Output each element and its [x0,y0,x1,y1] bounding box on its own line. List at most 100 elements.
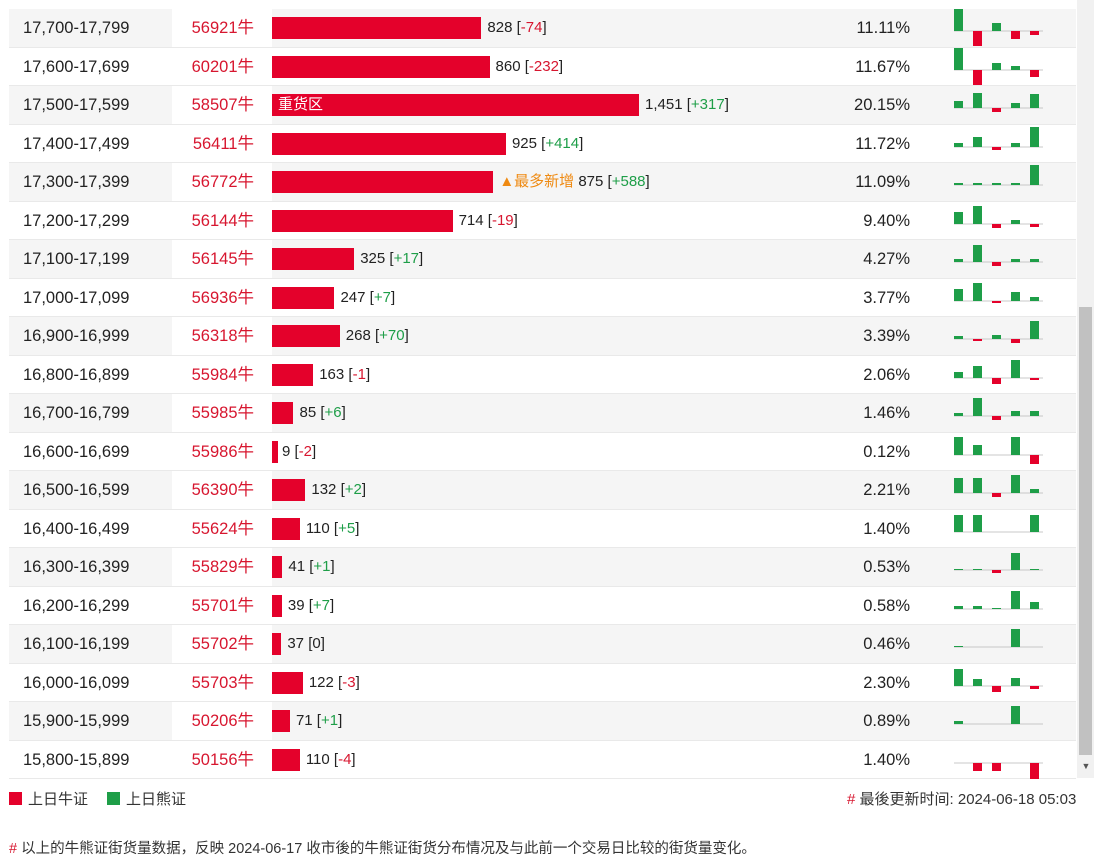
warrant-code[interactable]: 56145牛 [172,240,272,278]
volume-percent: 2.30% [863,673,910,692]
sparkline-bar [1030,685,1039,689]
warrant-code[interactable]: 55985牛 [172,394,272,432]
warrant-code[interactable]: 55829牛 [172,548,272,586]
warrant-code[interactable]: 56318牛 [172,317,272,355]
warrant-code[interactable]: 56936牛 [172,278,272,316]
legend-bear: 上日熊证 [107,790,186,810]
table-row[interactable]: 16,600-16,699 55986牛 9 [-2] 0.12% [9,432,1076,471]
sparkline-bar [973,678,982,686]
warrant-code[interactable]: 50156牛 [172,740,272,778]
sparkline-bar [973,31,982,46]
last-update: # 最後更新时间: 2024-06-18 05:03 [847,790,1076,810]
sparkline-bar [1011,291,1020,301]
warrant-code[interactable]: 56390牛 [172,471,272,509]
volume-text: 714 [-19] [458,211,518,229]
volume-bar [272,402,294,424]
sparkline-bar [1030,126,1039,147]
warrant-code[interactable]: 56772牛 [172,163,272,201]
volume-delta: -4 [338,750,352,768]
legend-bear-label: 上日熊证 [126,791,187,808]
volume-bar [272,132,506,155]
trend-sparkline [954,205,1043,228]
volume-value: 163 [319,365,345,383]
trend-sparkline [954,553,1043,573]
table-row[interactable]: 17,700-17,799 56921牛 828 [-74] 11.11% [9,9,1076,48]
volume-cell: ▲最多新增 875 [+588] [272,163,832,201]
table-row[interactable]: 17,000-17,099 56936牛 247 [+7] 3.77% [9,278,1076,317]
trend-sparkline [954,321,1043,343]
strike-range: 17,500-17,599 [23,96,130,114]
volume-percent: 0.46% [863,635,910,653]
sparkline-bar [1011,65,1020,70]
bull-bear-table: 17,700-17,799 56921牛 828 [-74] 11.11% 17,600… [9,9,1076,779]
scroll-down-arrow-icon[interactable]: ▼ [1081,761,1091,771]
table-row[interactable]: 16,000-16,099 55703牛 122 [-3] 2.30% [9,663,1076,702]
sparkline-bar [973,478,982,493]
table-row[interactable]: 16,300-16,399 55829牛 41 [+1] 0.53% [9,548,1076,587]
table-row[interactable]: 16,500-16,599 56390牛 132 [+2] 2.21% [9,471,1076,510]
sparkline-bar [973,339,982,341]
volume-delta: 0 [312,635,321,652]
sparkline-bar [992,570,1001,573]
sparkline-bar [954,288,963,301]
warrant-code[interactable]: 55984牛 [172,355,272,393]
warrant-code[interactable]: 55624牛 [172,509,272,547]
warrant-code[interactable]: 60201牛 [172,47,272,85]
table-row[interactable]: 16,700-16,799 55985牛 85 [+6] 1.46% [9,394,1076,433]
most-added-tag: ▲最多新增 [499,173,575,190]
table-row[interactable]: 15,800-15,899 50156牛 110 [-4] 1.40% [9,740,1076,779]
table-row[interactable]: 17,100-17,199 56145牛 325 [+17] 4.27% [9,240,1076,279]
sparkline-bar [1011,259,1020,262]
volume-text: 163 [-1] [319,365,371,383]
sparkline-bar [973,444,982,455]
warrant-code[interactable]: 55702牛 [172,625,272,663]
volume-percent: 11.67% [855,57,910,76]
sparkline-bar [1030,762,1039,779]
volume-text: 110 [+5] [305,519,360,537]
table-row[interactable]: 17,500-17,599 58507牛 重货区 1,451 [+317] 20.15% [9,86,1076,125]
sparkline-bar [1030,601,1039,609]
volume-percent: 3.77% [863,288,910,307]
last-update-label: 最後更新时间: 2024-06-18 05:03 [859,791,1077,808]
warrant-code[interactable]: 56921牛 [172,9,272,47]
volume-bar: 重货区 [272,94,639,116]
table-row[interactable]: 16,400-16,499 55624牛 110 [+5] 1.40% [9,509,1076,548]
sparkline-bar [973,282,982,301]
sparkline-bar [954,668,963,686]
warrant-code[interactable]: 56411牛 [172,124,272,162]
volume-percent: 3.39% [863,327,910,345]
sparkline-bar [1030,489,1039,493]
sparkline-bar [954,47,963,70]
table-row[interactable]: 17,400-17,499 56411牛 925 [+414] 11.72% [9,124,1076,163]
strike-range: 17,000-17,099 [23,288,130,307]
volume-bar [272,710,290,732]
volume-bar [272,748,300,771]
table-row[interactable]: 15,900-15,999 50206牛 71 [+1] 0.89% [9,702,1076,741]
warrant-code[interactable]: 55701牛 [172,586,272,624]
hash-icon: # [847,791,856,808]
table-row[interactable]: 16,200-16,299 55701牛 39 [+7] 0.58% [9,586,1076,625]
warrant-code[interactable]: 55703牛 [172,663,272,701]
scrollbar-thumb[interactable] [1079,307,1092,755]
volume-text: 1,451 [+317] [645,96,729,113]
sparkline-bar [954,183,963,185]
warrant-code[interactable]: 55986牛 [172,432,272,470]
volume-delta: -3 [342,673,356,691]
table-row[interactable]: 16,900-16,999 56318牛 268 [+70] 3.39% [9,317,1076,356]
volume-cell: 9 [-2] [272,432,832,470]
table-row[interactable]: 17,300-17,399 56772牛 ▲最多新增 875 [+588] 11.09… [9,163,1076,202]
sparkline-bar [954,721,963,724]
warrant-code[interactable]: 56144牛 [172,201,272,239]
volume-percent: 1.40% [863,750,910,769]
volume-text: 132 [+2] [311,481,367,498]
table-row[interactable]: 17,600-17,699 60201牛 860 [-232] 11.67% [9,47,1076,86]
table-row[interactable]: 16,100-16,199 55702牛 37 [0] 0.46% [9,625,1076,664]
warrant-code[interactable]: 50206牛 [172,702,272,740]
table-row[interactable]: 16,800-16,899 55984牛 163 [-1] 2.06% [9,355,1076,394]
strike-range: 16,900-16,999 [23,327,130,345]
trend-sparkline [954,359,1043,384]
table-row[interactable]: 17,200-17,299 56144牛 714 [-19] 9.40% [9,201,1076,240]
sparkline-bar [1011,706,1020,724]
warrant-code[interactable]: 58507牛 [172,86,272,124]
volume-delta: -2 [298,442,313,460]
